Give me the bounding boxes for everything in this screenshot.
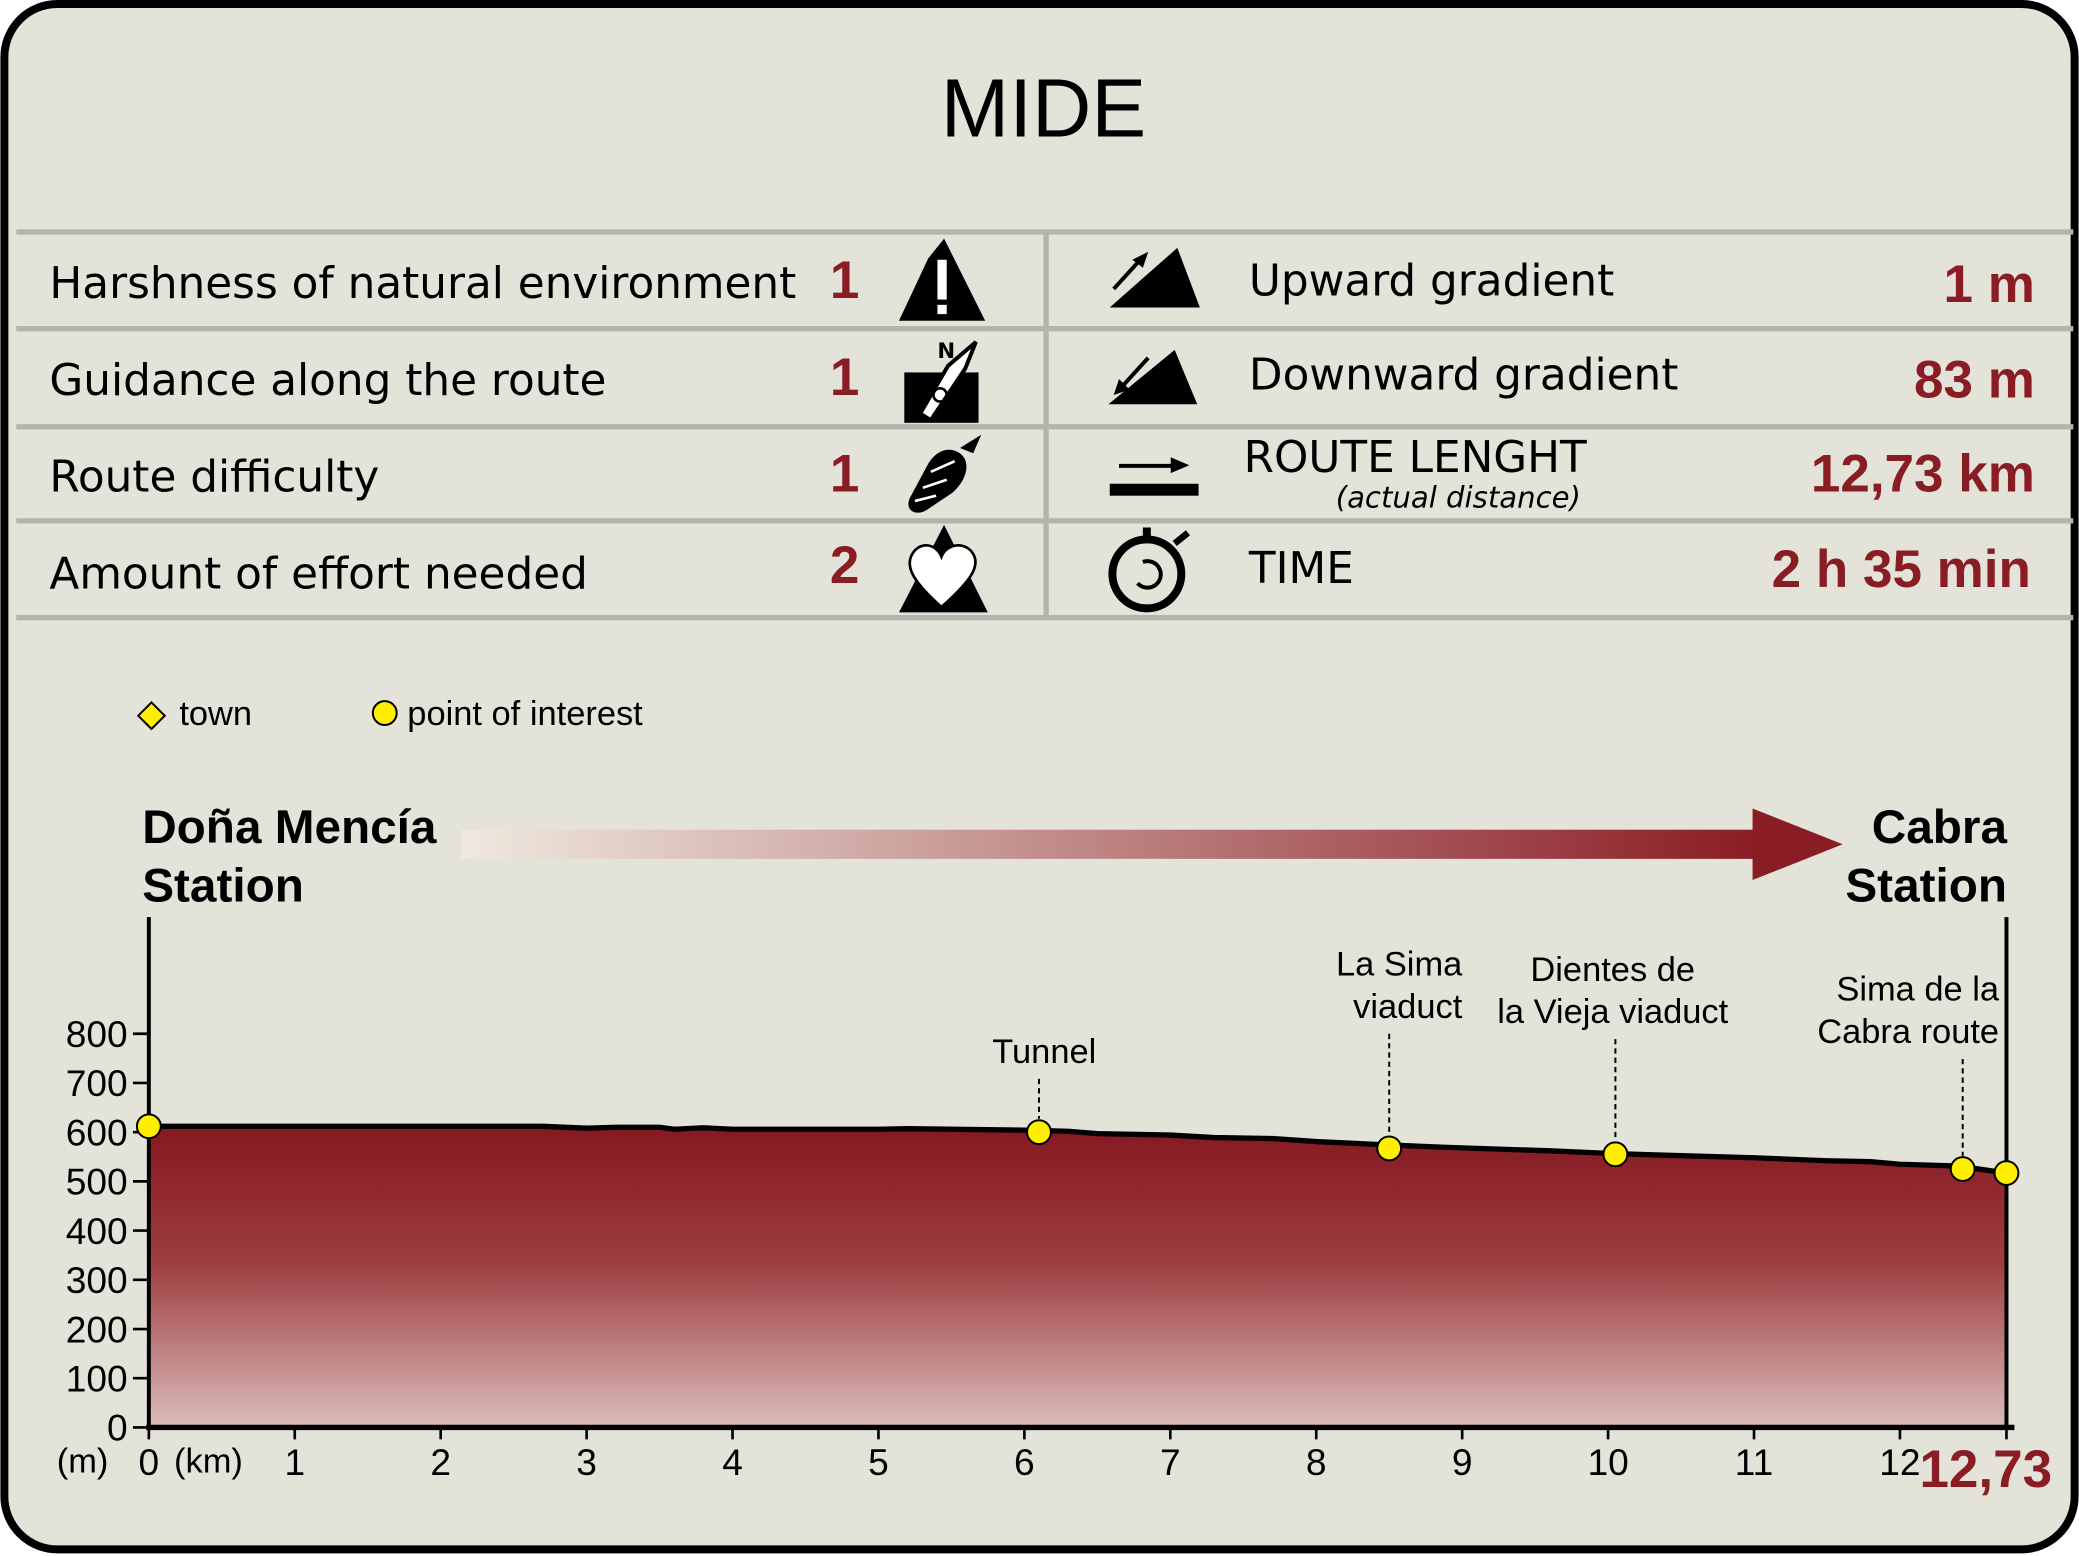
- x-tick-label: 4: [722, 1441, 743, 1483]
- x-tick-label: 7: [1160, 1441, 1181, 1483]
- route-length-icon: [1109, 457, 1199, 496]
- table-dividers: [16, 229, 2074, 621]
- row-label: Harshness of natural environment: [49, 258, 796, 309]
- x-tick-label: 2: [430, 1441, 451, 1483]
- y-tick-label: 500: [66, 1161, 128, 1203]
- poi-label: Tunnel: [992, 1033, 1096, 1071]
- mide-row-difficulty: Route difficulty 1: [49, 434, 982, 513]
- legend-poi: point of interest: [407, 695, 643, 733]
- legend-town: town: [179, 695, 252, 733]
- svg-text:N: N: [937, 338, 955, 363]
- x-tick-label: 10: [1587, 1441, 1628, 1483]
- stat-label: Downward gradient: [1249, 350, 1678, 401]
- stopwatch-icon: [1108, 527, 1191, 613]
- x-tick-label: 11: [1735, 1441, 1774, 1483]
- y-tick-label: 700: [66, 1062, 128, 1104]
- y-axis-unit: (m): [57, 1443, 109, 1481]
- end-distance-label: 12,73: [1919, 1440, 2052, 1499]
- start-station-line1: Doña Mencía: [142, 801, 437, 854]
- stat-row-length: ROUTE LENGHT (actual distance) 12,73 km: [1109, 432, 2035, 515]
- stat-label: TIME: [1248, 543, 1354, 594]
- end-station-line2: Station: [1845, 859, 2007, 912]
- y-tick-label: 100: [66, 1357, 128, 1399]
- poi-marker: [135, 1113, 162, 1140]
- stat-sublabel: (actual distance): [1336, 481, 1581, 515]
- x-tick-label: 0: [139, 1441, 160, 1483]
- direction-arrow: [461, 808, 1843, 881]
- stat-value: 2 h 35 min: [1772, 540, 2031, 599]
- poi-label: la Vieja viaduct: [1497, 993, 1728, 1031]
- poi-label: Dientes de: [1530, 951, 1695, 989]
- x-axis-unit: (km): [174, 1443, 243, 1481]
- y-tick-label: 800: [66, 1013, 128, 1055]
- poi-marker: [1026, 1119, 1052, 1146]
- y-tick-label: 600: [66, 1111, 128, 1153]
- stat-value: 83 m: [1914, 351, 2035, 410]
- stat-row-upward: Upward gradient 1 m: [1109, 247, 2035, 314]
- poi-label: viaduct: [1353, 988, 1463, 1026]
- stat-row-downward: Downward gradient 83 m: [1108, 349, 2035, 410]
- x-tick-label: 3: [576, 1441, 597, 1483]
- poi-marker: [1376, 1135, 1403, 1162]
- stat-value: 1 m: [1944, 255, 2035, 314]
- y-tick-label: 400: [66, 1210, 128, 1252]
- x-tick-label: 1: [284, 1441, 305, 1483]
- elevation-line: [148, 1123, 2007, 1176]
- x-tick-label: 5: [868, 1441, 889, 1483]
- footprint-icon: [908, 434, 982, 513]
- row-label: Route difficulty: [49, 452, 379, 503]
- town-diamond-icon: [136, 701, 167, 731]
- end-station-line1: Cabra: [1872, 801, 2008, 854]
- row-label: Guidance along the route: [49, 355, 606, 406]
- compass-signpost-icon: N: [904, 338, 979, 423]
- mide-row-harshness: Harshness of natural environment 1: [49, 238, 986, 321]
- x-tick-label: 9: [1452, 1441, 1473, 1483]
- y-tick-label: 200: [66, 1308, 128, 1350]
- row-label: Amount of effort needed: [49, 548, 587, 599]
- poi-marker: [1949, 1156, 1976, 1183]
- poi-label: Cabra route: [1817, 1013, 1999, 1051]
- stat-label: Upward gradient: [1249, 256, 1614, 307]
- page-title: MIDE: [941, 64, 1146, 155]
- row-value: 1: [830, 445, 859, 504]
- stat-label: ROUTE LENGHT: [1244, 432, 1587, 483]
- downward-gradient-icon: [1108, 349, 1198, 405]
- upward-gradient-icon: [1109, 247, 1200, 308]
- poi-label: Sima de la: [1836, 971, 2000, 1009]
- mountain-warning-icon: [899, 238, 986, 321]
- mide-row-effort: Amount of effort needed 2: [49, 524, 988, 613]
- row-value: 2: [830, 536, 859, 595]
- y-tick-label: 0: [107, 1407, 128, 1449]
- x-tick-label: 12: [1879, 1441, 1920, 1483]
- poi-circle-icon: [371, 700, 398, 726]
- y-tick-label: 300: [66, 1259, 128, 1301]
- heart-mountain-icon: [899, 524, 988, 613]
- stat-value: 12,73 km: [1811, 445, 2035, 504]
- elevation-area: [148, 1126, 2007, 1428]
- stat-row-time: TIME 2 h 35 min: [1108, 527, 2031, 613]
- poi-label: La Sima: [1336, 945, 1463, 983]
- start-station-line2: Station: [142, 859, 304, 912]
- x-tick-label: 6: [1014, 1441, 1035, 1483]
- x-tick-label: 8: [1306, 1441, 1327, 1483]
- poi-marker: [1602, 1141, 1629, 1168]
- row-value: 1: [830, 251, 859, 310]
- row-value: 1: [830, 348, 859, 407]
- legend: town point of interest: [136, 695, 643, 733]
- poi-marker: [1993, 1160, 2020, 1186]
- mide-row-guidance: Guidance along the route 1 N: [49, 338, 979, 423]
